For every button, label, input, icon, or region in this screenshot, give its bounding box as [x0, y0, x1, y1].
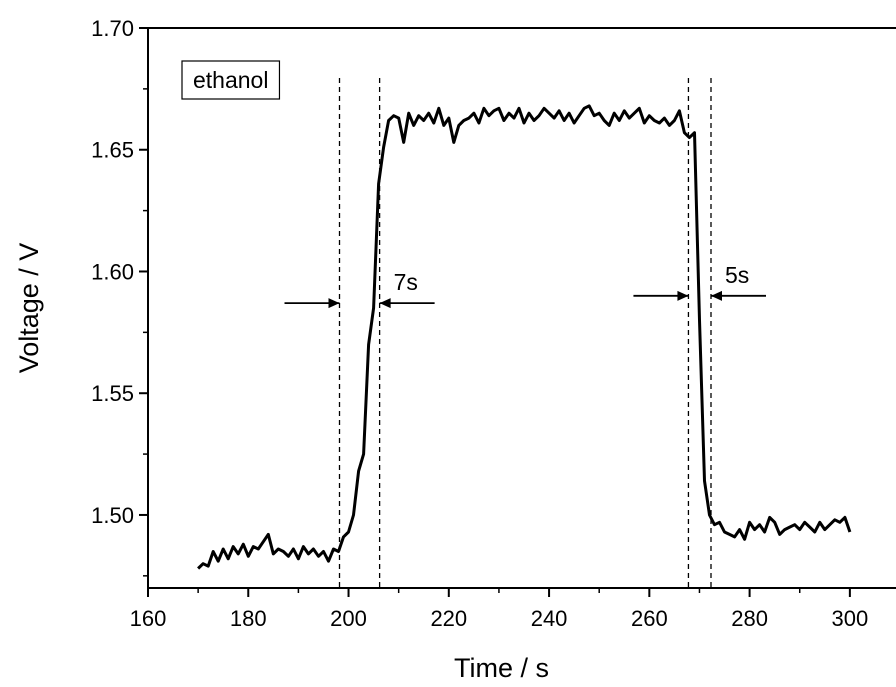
legend-rect	[181, 60, 281, 100]
y-axis-title: Voltage / V	[14, 243, 44, 374]
x-tick-label: 200	[330, 606, 367, 631]
plot-frame	[147, 27, 896, 589]
x-tick-label: 260	[631, 606, 668, 631]
x-axis-title: Time / s	[454, 653, 549, 683]
annotation-label: 5s	[725, 262, 749, 288]
arrow-in-head	[328, 298, 340, 309]
arrow-in-head	[677, 290, 689, 301]
x-tick-label: 240	[531, 606, 568, 631]
voltage-series-line	[197, 104, 852, 570]
plot-layer	[197, 104, 852, 570]
legend-label: ethanol	[193, 67, 268, 93]
ticks-layer: 160 180 200 220 240 260 280 300 1.50 1.55 1.60 1.65…	[91, 16, 868, 631]
annotation-layer: 7s 5s	[284, 78, 766, 588]
x-tick-label: 300	[832, 606, 869, 631]
y-tick-label: 1.65	[91, 138, 134, 163]
annotation-label: 7s	[394, 269, 418, 295]
x-tick-label: 280	[731, 606, 768, 631]
arrow-out-head	[379, 298, 391, 309]
x-tick-label: 220	[430, 606, 467, 631]
y-tick-label: 1.55	[91, 381, 134, 406]
x-tick-label: 160	[130, 606, 167, 631]
y-tick-label: 1.70	[91, 16, 134, 41]
y-tick-label: 1.50	[91, 503, 134, 528]
arrow-out-head	[710, 290, 722, 301]
x-tick-label: 180	[230, 606, 267, 631]
legend-box: ethanol	[181, 60, 281, 100]
y-tick-label: 1.60	[91, 259, 134, 284]
